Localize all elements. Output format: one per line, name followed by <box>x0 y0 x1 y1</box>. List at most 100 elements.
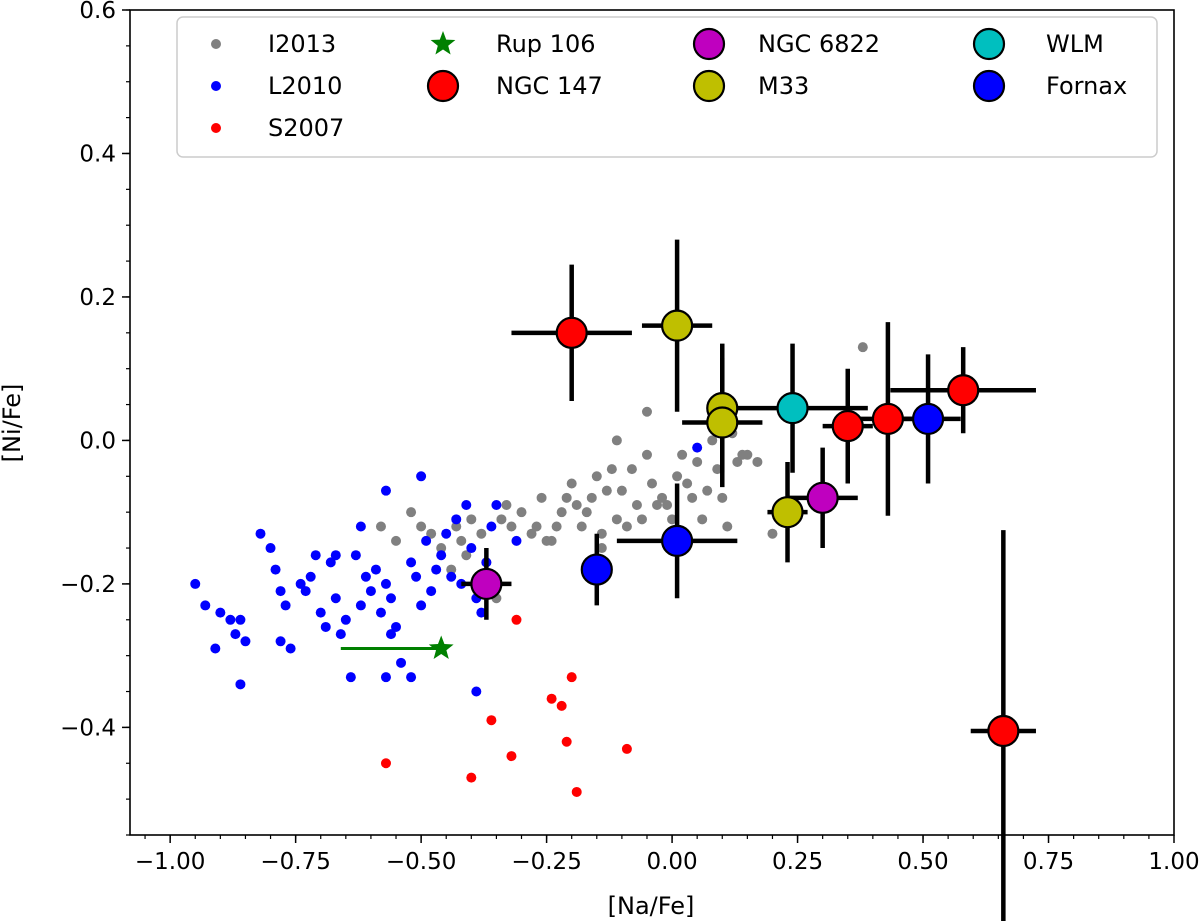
y-tick-label: 0.2 <box>79 285 116 311</box>
point-s2007 <box>506 751 517 762</box>
point-s2007 <box>511 614 522 625</box>
point-i2013 <box>566 478 577 489</box>
point-l2010 <box>265 543 276 554</box>
point-l2010 <box>380 485 391 496</box>
point-l2010 <box>511 535 522 546</box>
point-l2010 <box>330 550 341 561</box>
point-ngc-147 <box>871 402 905 436</box>
y-axis-label: [Ni/Fe] <box>0 384 26 463</box>
point-l2010 <box>365 586 376 597</box>
legend-label-i2013: I2013 <box>268 30 336 58</box>
point-i2013 <box>531 521 542 532</box>
point-i2013 <box>461 550 472 561</box>
point-s2007 <box>546 693 557 704</box>
point-i2013 <box>687 492 698 503</box>
y-tick-label: −0.2 <box>60 572 116 598</box>
point-s2007 <box>571 786 582 797</box>
point-l2010 <box>360 571 371 582</box>
point-fornax <box>660 524 694 557</box>
point-i2013 <box>652 500 663 510</box>
legend-label-rup-106: Rup 106 <box>496 30 595 58</box>
point-i2013 <box>546 535 557 546</box>
point-l2010 <box>461 500 472 510</box>
point-i2013 <box>551 521 562 532</box>
point-l2010 <box>240 636 251 647</box>
point-l2010 <box>692 442 703 453</box>
point-l2010 <box>335 629 346 640</box>
point-i2013 <box>596 543 607 554</box>
point-i2013 <box>526 528 537 539</box>
point-i2013 <box>677 449 688 460</box>
point-i2013 <box>641 449 652 460</box>
point-i2013 <box>506 521 517 532</box>
point-l2010 <box>325 557 336 568</box>
point-l2010 <box>310 550 321 561</box>
point-i2013 <box>571 500 582 510</box>
point-l2010 <box>426 586 437 597</box>
point-m33 <box>706 406 739 439</box>
point-l2010 <box>486 521 497 532</box>
point-i2013 <box>742 449 753 460</box>
point-i2013 <box>375 521 386 532</box>
point-l2010 <box>391 621 402 632</box>
background-points <box>190 342 868 797</box>
point-l2010 <box>441 528 452 539</box>
point-l2010 <box>270 564 281 575</box>
x-tick-label: 0.25 <box>772 849 823 875</box>
y-tick-label: −0.4 <box>60 715 116 741</box>
x-tick-label: 0.75 <box>1023 849 1074 875</box>
point-l2010 <box>295 578 306 589</box>
rup106-star-marker <box>428 635 454 659</box>
legend-marker-i2013 <box>211 39 221 49</box>
point-l2010 <box>421 535 432 546</box>
point-l2010 <box>275 586 286 597</box>
point-l2010 <box>340 614 351 625</box>
y-tick-label: 0.4 <box>79 141 116 167</box>
y-tick-label: 0.0 <box>79 428 116 454</box>
legend-label-ngc-147: NGC 147 <box>496 72 603 100</box>
point-i2013 <box>466 514 477 525</box>
x-axis-label: [Na/Fe] <box>608 892 695 920</box>
point-ngc-147 <box>987 714 1020 748</box>
point-l2010 <box>386 629 396 640</box>
point-i2013 <box>436 543 447 554</box>
point-i2013 <box>647 478 657 489</box>
point-i2013 <box>752 456 763 467</box>
legend-box <box>176 16 1158 158</box>
point-l2010 <box>380 672 391 683</box>
rup106-layer <box>340 635 454 659</box>
point-ngc-6822 <box>806 481 839 514</box>
legend-label-m33: M33 <box>758 72 809 100</box>
point-i2013 <box>857 342 868 353</box>
point-i2013 <box>476 528 487 539</box>
point-i2013 <box>516 507 527 518</box>
legend-marker-ngc-6822 <box>692 27 726 61</box>
point-i2013 <box>581 507 592 518</box>
point-i2013 <box>561 492 572 503</box>
point-i2013 <box>416 521 427 532</box>
point-m33 <box>660 309 694 342</box>
galaxy-points <box>470 309 1020 748</box>
point-l2010 <box>396 657 407 668</box>
legend-marker-fornax <box>972 69 1006 103</box>
point-i2013 <box>606 464 617 475</box>
point-i2013 <box>451 521 462 532</box>
point-i2013 <box>732 456 743 467</box>
x-tick-label: −0.75 <box>260 849 330 875</box>
point-l2010 <box>190 578 201 589</box>
point-i2013 <box>616 485 627 496</box>
point-i2013 <box>596 528 607 539</box>
point-fornax <box>580 553 613 586</box>
point-i2013 <box>426 528 437 539</box>
point-i2013 <box>576 521 587 532</box>
x-tick-label: 0.00 <box>646 849 697 875</box>
point-s2007 <box>561 736 572 747</box>
legend-label-ngc-6822: NGC 6822 <box>758 30 880 58</box>
legend-label-fornax: Fornax <box>1046 72 1127 100</box>
point-s2007 <box>621 743 632 754</box>
x-tick-label: 1.00 <box>1148 849 1199 875</box>
point-i2013 <box>611 514 622 525</box>
point-l2010 <box>235 614 246 625</box>
point-i2013 <box>682 478 693 489</box>
point-l2010 <box>446 571 457 582</box>
